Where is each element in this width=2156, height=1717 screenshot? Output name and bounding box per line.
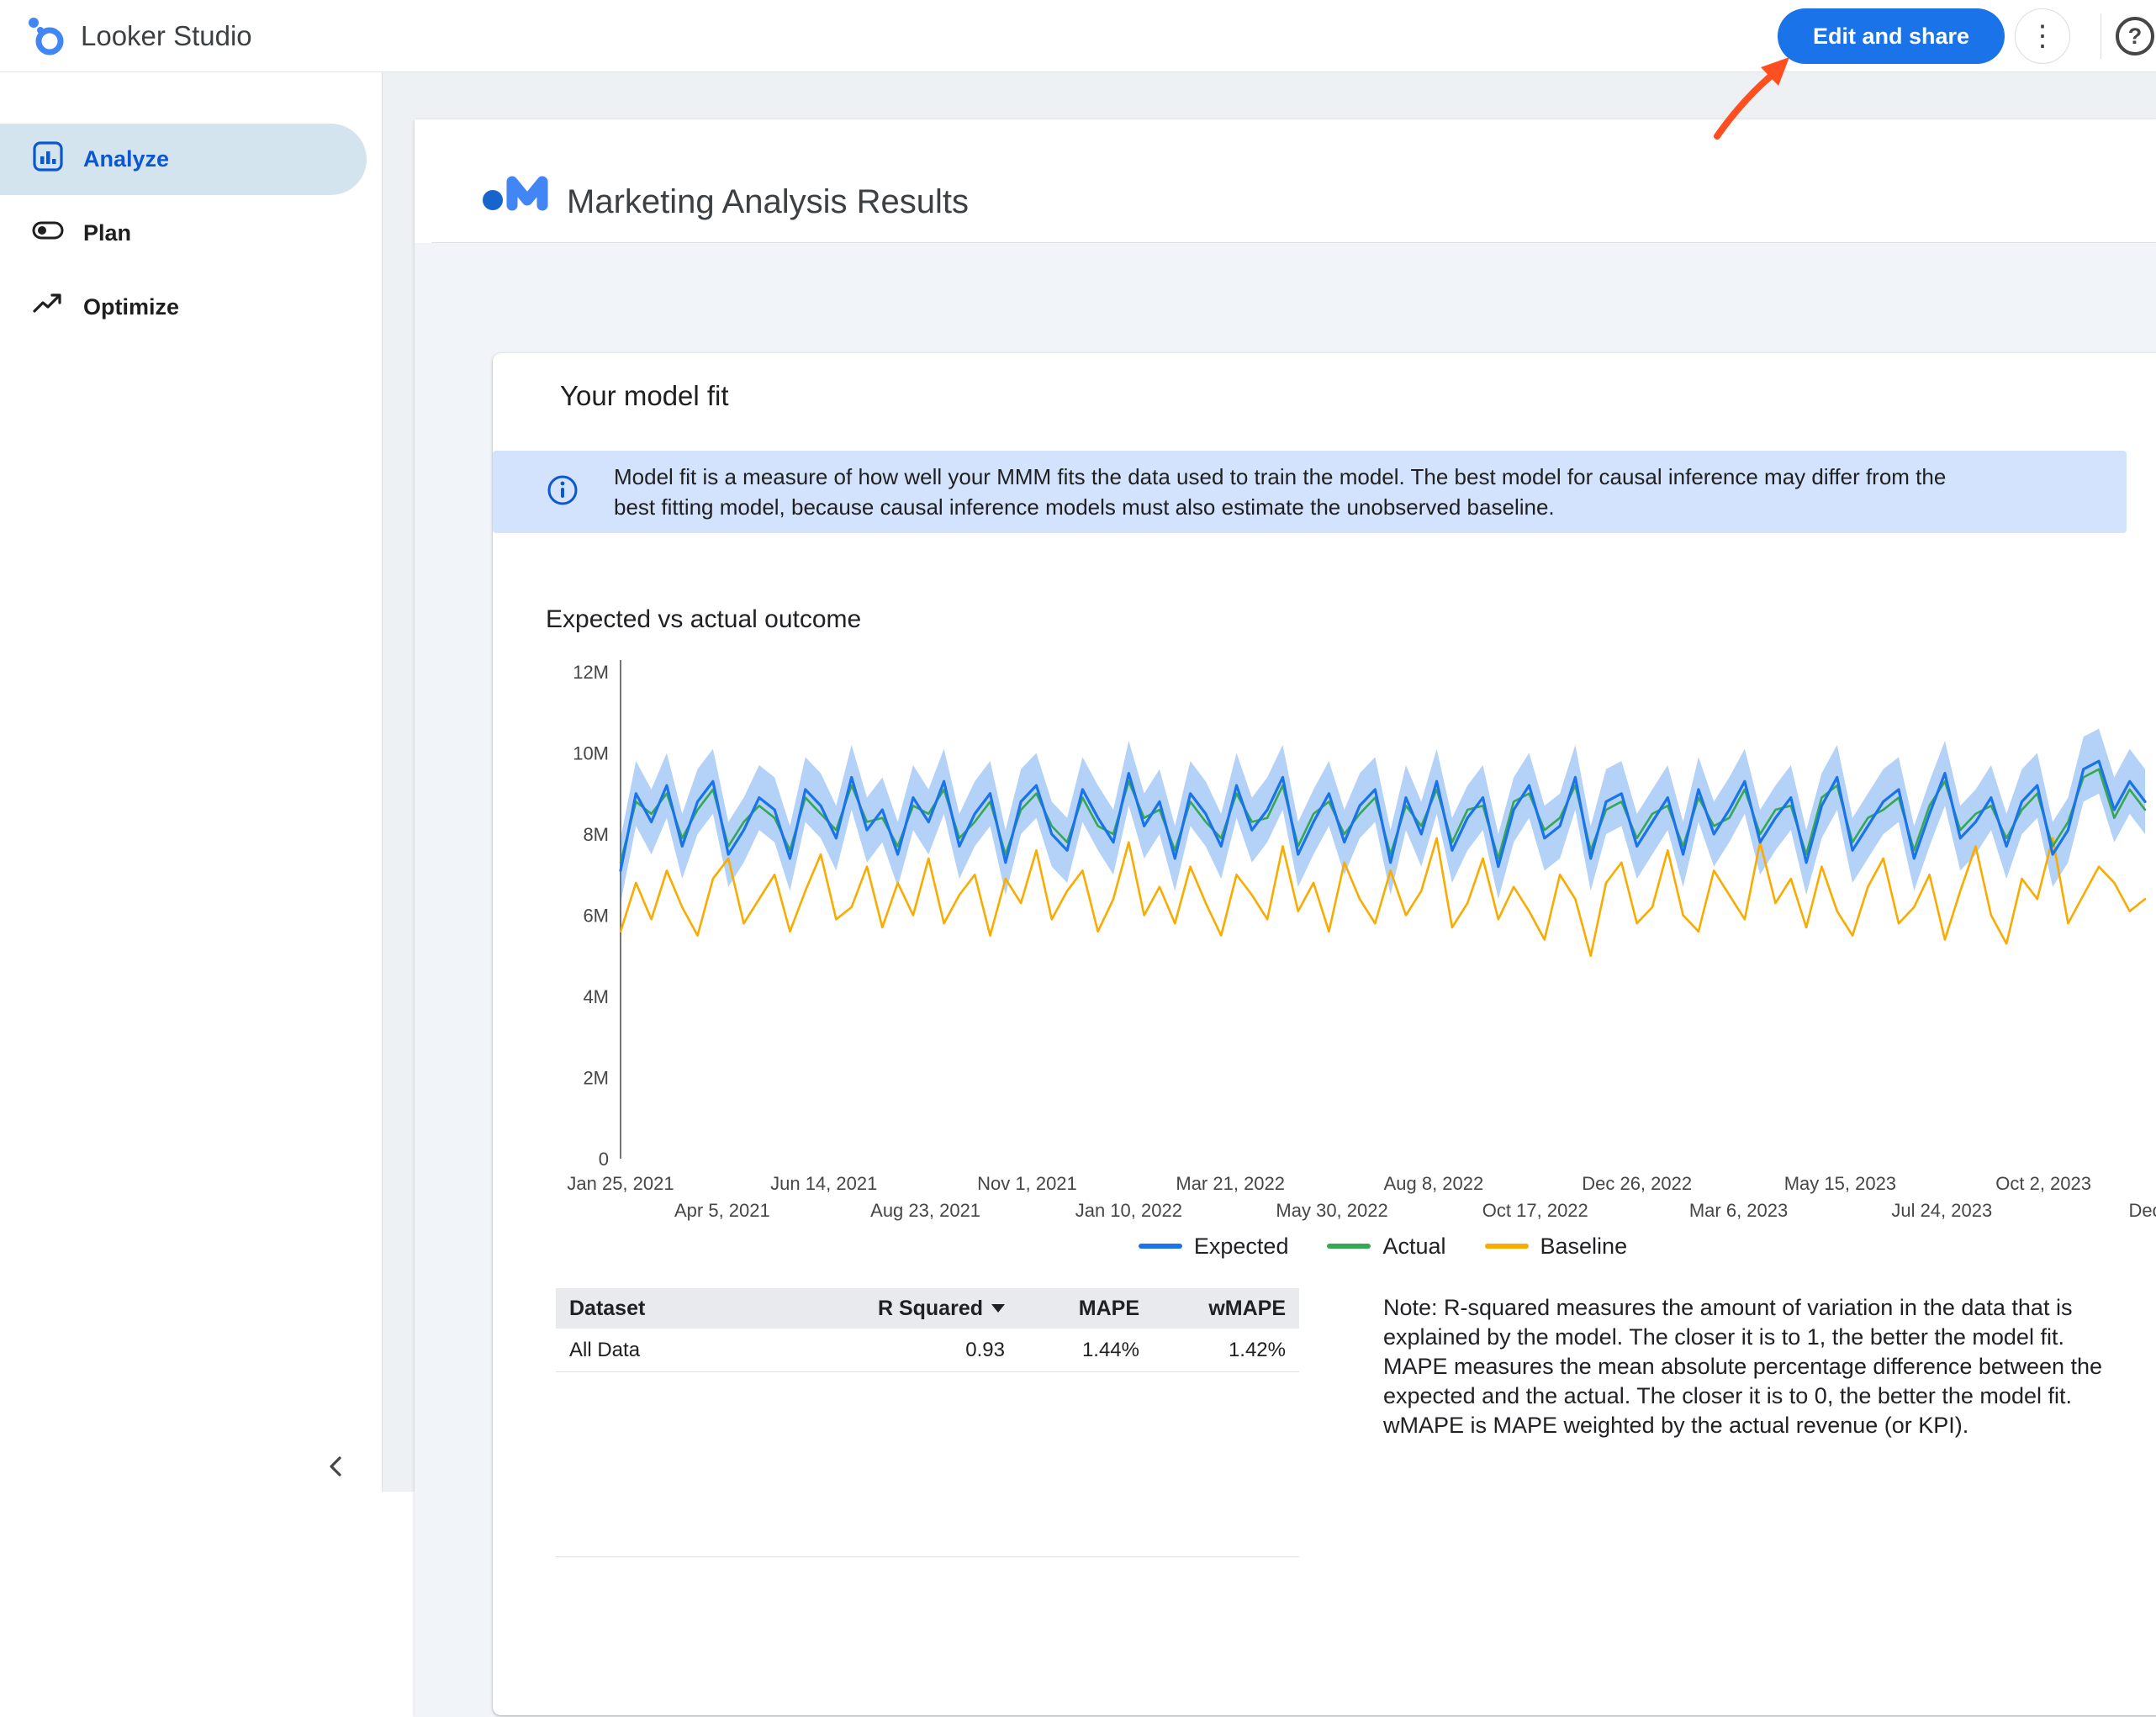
report-title: Marketing Analysis Results — [567, 183, 969, 220]
info-banner: Model fit is a measure of how well your … — [493, 451, 2127, 533]
svg-text:Apr 5, 2021: Apr 5, 2021 — [674, 1200, 770, 1221]
svg-text:4M: 4M — [583, 986, 609, 1007]
info-banner-text: Model fit is a measure of how well your … — [614, 464, 1947, 520]
looker-studio-logo — [24, 13, 69, 63]
baseline-line — [619, 837, 2147, 958]
table-empty-area — [556, 1372, 1299, 1557]
svg-text:Aug 8, 2022: Aug 8, 2022 — [1384, 1173, 1484, 1194]
column-header-wmape[interactable]: wMAPE — [1208, 1296, 1286, 1320]
svg-text:0: 0 — [599, 1149, 609, 1170]
sidebar-item-analyze[interactable]: Analyze — [0, 124, 367, 195]
edit-and-share-button[interactable]: Edit and share — [1778, 8, 2005, 64]
table-cell: 0.93 — [965, 1338, 1005, 1361]
svg-text:Jan 10, 2022: Jan 10, 2022 — [1075, 1200, 1182, 1221]
report-page: Marketing Analysis Results Your model fi… — [415, 119, 2156, 1717]
legend-label: Baseline — [1540, 1233, 1628, 1259]
trending-up-icon — [31, 288, 65, 327]
chart-section-title: Expected vs actual outcome — [546, 605, 862, 633]
question-mark-icon: ? — [2127, 23, 2143, 49]
svg-text:Jan 25, 2021: Jan 25, 2021 — [567, 1173, 674, 1194]
sidebar-item-plan[interactable]: Plan — [0, 198, 367, 269]
sidebar-item-optimize[interactable]: Optimize — [0, 272, 367, 343]
help-button[interactable]: ? — [2116, 17, 2154, 55]
report-body: Your model fit Model fit is a measure of… — [415, 243, 2156, 1717]
model-fit-note: Note: R-squared measures the amount of v… — [1383, 1295, 2103, 1438]
vertical-ellipsis-icon: ⋮ — [2028, 20, 2057, 52]
table-cell: All Data — [569, 1338, 641, 1361]
svg-text:Jun 14, 2021: Jun 14, 2021 — [770, 1173, 877, 1194]
svg-text:6M: 6M — [583, 906, 609, 927]
svg-text:10M: 10M — [573, 743, 609, 764]
card-title: Your model fit — [560, 380, 729, 411]
svg-text:Dec: Dec — [2128, 1200, 2156, 1221]
svg-text:Oct 2, 2023: Oct 2, 2023 — [1995, 1173, 2091, 1194]
analyze-chart-icon — [31, 140, 65, 179]
sort-descending-icon — [991, 1304, 1005, 1313]
report-header-divider — [431, 242, 2156, 243]
left-sidebar: Analyze Plan Optimize — [0, 72, 383, 1492]
svg-text:May 30, 2022: May 30, 2022 — [1276, 1200, 1387, 1221]
legend-item-baseline: Baseline — [1484, 1233, 1628, 1260]
column-header-r-squared[interactable]: R Squared — [808, 1288, 1018, 1329]
svg-text:Jul 24, 2023: Jul 24, 2023 — [1891, 1200, 1992, 1221]
model-fit-table: Dataset R Squared MAPE wMAPE All Data 0.93 1.… — [556, 1288, 1299, 1557]
svg-text:8M: 8M — [583, 824, 609, 845]
column-header-dataset[interactable]: Dataset — [569, 1296, 646, 1320]
confidence-band — [621, 728, 2145, 904]
legend-swatch — [1484, 1244, 1529, 1249]
svg-text:Aug 23, 2021: Aug 23, 2021 — [870, 1200, 980, 1221]
model-fit-card: Your model fit Model fit is a measure of… — [493, 353, 2156, 1715]
svg-text:Mar 6, 2023: Mar 6, 2023 — [1689, 1200, 1788, 1221]
svg-text:Nov 1, 2021: Nov 1, 2021 — [977, 1173, 1077, 1194]
table-cell: 1.42% — [1228, 1338, 1286, 1361]
chart-legend: Expected Actual Baseline — [621, 1229, 2145, 1263]
report-canvas: Marketing Analysis Results Your model fi… — [383, 72, 2156, 1717]
legend-label: Expected — [1193, 1233, 1289, 1259]
sidebar-item-label: Optimize — [83, 294, 180, 320]
svg-text:2M: 2M — [583, 1068, 609, 1089]
table-row: All Data 0.93 1.44% 1.42% — [556, 1329, 1299, 1372]
legend-swatch — [1327, 1244, 1371, 1249]
sidebar-item-label: Plan — [83, 220, 132, 246]
svg-text:Mar 21, 2022: Mar 21, 2022 — [1176, 1173, 1285, 1194]
svg-text:12M: 12M — [573, 662, 609, 683]
svg-text:May 15, 2023: May 15, 2023 — [1784, 1173, 1896, 1194]
info-icon — [547, 474, 579, 510]
legend-item-expected: Expected — [1138, 1233, 1289, 1260]
more-options-button[interactable]: ⋮ — [2015, 8, 2070, 64]
table-header-row: Dataset R Squared MAPE wMAPE — [556, 1288, 1299, 1329]
toggle-icon — [31, 214, 65, 253]
expected-line — [619, 759, 2147, 873]
column-header-mape[interactable]: MAPE — [1078, 1296, 1139, 1320]
collapse-sidebar-button[interactable] — [320, 1450, 353, 1483]
chevron-left-icon — [330, 1456, 341, 1477]
sidebar-item-label: Analyze — [83, 146, 170, 172]
app-title: Looker Studio — [81, 20, 252, 51]
report-header: Marketing Analysis Results — [415, 119, 2156, 242]
marketing-analysis-logo — [480, 150, 564, 218]
table-body: All Data 0.93 1.44% 1.42% — [556, 1329, 1299, 1372]
svg-text:Oct 17, 2022: Oct 17, 2022 — [1482, 1200, 1588, 1221]
table-cell: 1.44% — [1081, 1338, 1139, 1361]
legend-swatch — [1138, 1244, 1182, 1249]
legend-item-actual: Actual — [1327, 1233, 1446, 1260]
svg-text:Dec 26, 2022: Dec 26, 2022 — [1582, 1173, 1692, 1194]
legend-label: Actual — [1382, 1233, 1446, 1259]
top-header-bar: Looker Studio Edit and share ⋮ ? — [0, 0, 2156, 72]
